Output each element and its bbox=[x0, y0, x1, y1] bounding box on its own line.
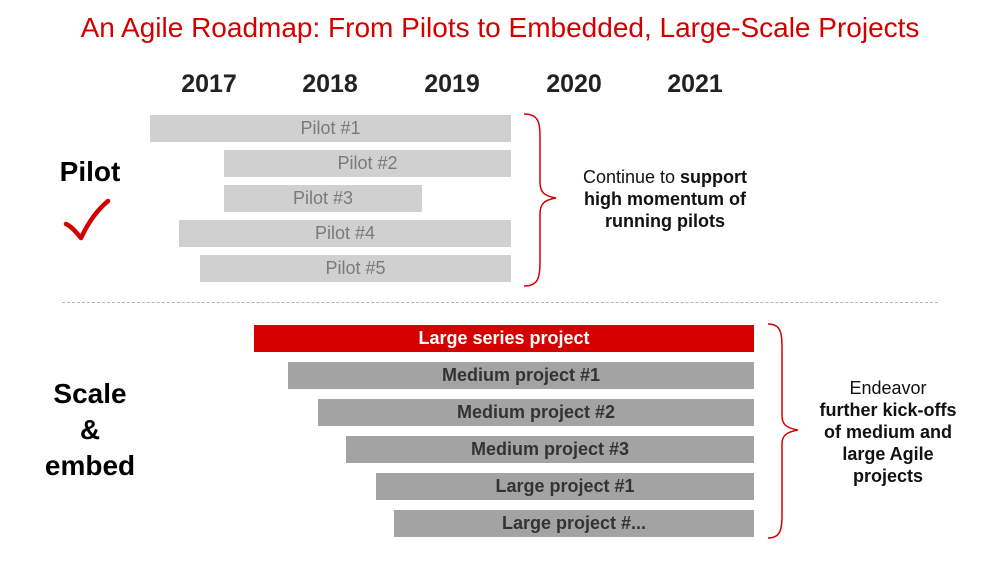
pilot-section-label: Pilot bbox=[59, 156, 121, 187]
scale-note-line2: further kick-offs bbox=[819, 400, 957, 420]
pilot-note-line2: high momentum of bbox=[584, 189, 746, 209]
project-bar-large-1: Large project #1 bbox=[376, 473, 754, 500]
scale-section-label: Scale & embed bbox=[30, 376, 150, 484]
scale-note-line3: of medium and bbox=[823, 422, 952, 442]
scale-brace bbox=[767, 323, 799, 539]
pilot-note-line1-bold: support bbox=[680, 167, 748, 187]
scale-note: Endeavor further kick-offs of medium and… bbox=[800, 377, 976, 487]
pilot-brace bbox=[523, 113, 557, 287]
scale-note-line4: large Agile bbox=[842, 444, 934, 464]
page-title: An Agile Roadmap: From Pilots to Embedde… bbox=[80, 12, 920, 43]
section-divider bbox=[62, 302, 938, 303]
year-label-2020: 2020 bbox=[546, 70, 602, 98]
pilot-note-line1-regular: Continue to bbox=[582, 167, 681, 187]
pilot-bar-3: Pilot #3 bbox=[224, 185, 422, 212]
year-label-2021: 2021 bbox=[667, 70, 723, 98]
pilot-bar-1: Pilot #1 bbox=[150, 115, 511, 142]
project-bar-large-more: Large project #... bbox=[394, 510, 754, 537]
scale-label-line1: Scale bbox=[53, 378, 127, 409]
pilot-bar-2: Pilot #2 bbox=[224, 150, 511, 177]
scale-note-line5: projects bbox=[852, 466, 924, 486]
year-label-2017: 2017 bbox=[181, 70, 237, 98]
scale-label-line3: embed bbox=[44, 450, 136, 481]
pilot-note-line3: running pilots bbox=[605, 211, 725, 231]
project-bar-medium-3: Medium project #3 bbox=[346, 436, 754, 463]
scale-label-line2: & bbox=[79, 414, 101, 445]
project-bar-medium-1: Medium project #1 bbox=[288, 362, 754, 389]
scale-note-line1: Endeavor bbox=[849, 378, 927, 398]
project-bar-medium-2: Medium project #2 bbox=[318, 399, 754, 426]
pilot-bar-4: Pilot #4 bbox=[179, 220, 511, 247]
check-icon bbox=[63, 198, 111, 241]
project-bar-large-series: Large series project bbox=[254, 325, 754, 352]
year-label-2018: 2018 bbox=[302, 70, 358, 98]
pilot-note: Continue to support high momentum of run… bbox=[560, 166, 770, 232]
year-label-2019: 2019 bbox=[424, 70, 480, 98]
pilot-bar-5: Pilot #5 bbox=[200, 255, 511, 282]
